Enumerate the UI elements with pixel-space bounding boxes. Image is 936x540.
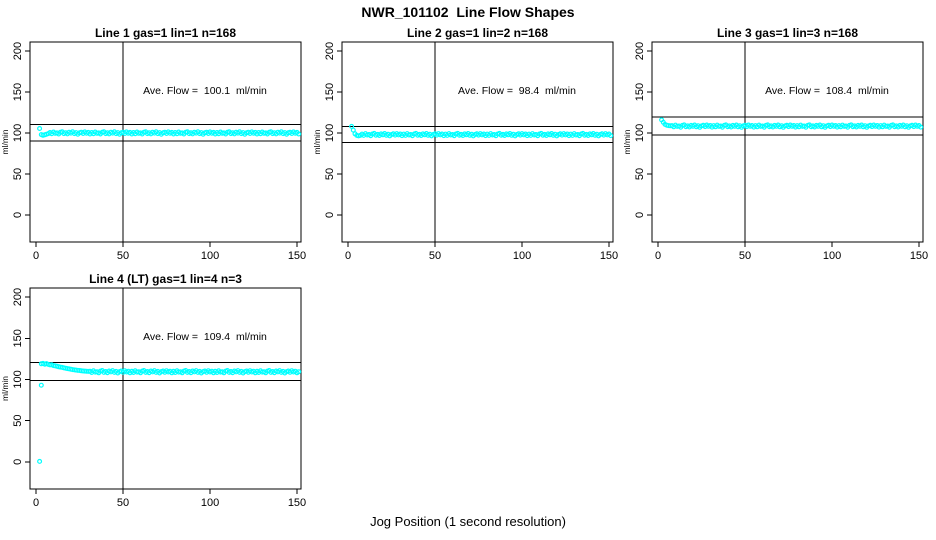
- panel-2-y-tick-label: 200: [324, 42, 336, 60]
- panel-1-x-tick-label: 50: [117, 250, 129, 262]
- panel-3-title: Line 3 gas=1 lin=3 n=168: [716, 26, 859, 40]
- data-point: [37, 125, 43, 131]
- panel-2-title: Line 2 gas=1 lin=2 n=168: [406, 26, 549, 40]
- figure-title: NWR_101102 Line Flow Shapes: [361, 4, 575, 20]
- panel-3-x-tick-label: 50: [739, 250, 751, 262]
- panel-2-x-tick-label: 50: [429, 250, 441, 262]
- panel-1-x-tick-label: 150: [288, 250, 306, 262]
- panel-3-box: [651, 41, 924, 243]
- panel-4-x-tick-label: 0: [33, 497, 39, 509]
- panel-2-y-axis-label: ml/min: [312, 129, 322, 154]
- panel-1: 0 50 100 150 0 50 100 150 200 ml/min: [0, 41, 306, 262]
- panel-1-points: [37, 125, 302, 138]
- panel-4-box: [29, 287, 302, 490]
- panel-4-y-tick-label: 200: [12, 288, 24, 306]
- panel-4-x-tick-label: 50: [117, 497, 129, 509]
- panel-4: 0 50 100 150 0 50 100 150 200 ml/min: [0, 287, 306, 509]
- outlier-point: [37, 458, 43, 464]
- panel-1-y-tick-label: 100: [12, 124, 24, 142]
- panel-4-y-tick-label: 150: [12, 329, 24, 347]
- panel-3-y-axis-label: ml/min: [622, 129, 632, 154]
- data-point: [296, 369, 302, 375]
- panel-3-y-tick-label: 50: [634, 168, 646, 180]
- panel-3-x-tick-label: 150: [910, 250, 928, 262]
- panel-2-x-tick-label: 0: [345, 250, 351, 262]
- panel-2: 0 50 100 150 0 50 100 150 200 ml/min: [312, 41, 618, 262]
- x-axis-label: Jog Position (1 second resolution): [370, 514, 566, 529]
- data-point: [296, 131, 302, 137]
- panel-1-title: Line 1 gas=1 lin=1 n=168: [94, 26, 237, 40]
- panel-4-y-tick-label: 50: [12, 415, 24, 427]
- panel-2-x-tick-label: 100: [513, 250, 531, 262]
- panel-3-y-tick-label: 0: [634, 212, 646, 218]
- panel-4-title: Line 4 (LT) gas=1 lin=4 n=3: [89, 272, 242, 286]
- panel-4-x-tick-label: 100: [201, 497, 219, 509]
- panel-1-box: [29, 41, 302, 243]
- panel-3-y-tick-label: 150: [634, 83, 646, 101]
- panel-3-y-tick-label: 200: [634, 42, 646, 60]
- data-point: [608, 133, 614, 139]
- panel-3-y-tick-label: 100: [634, 124, 646, 142]
- panel-3-points: [659, 117, 924, 130]
- panel-3: 0 50 100 150 0 50 100 150 200 ml/min: [622, 41, 928, 262]
- panel-3-ave-flow-annotation: Ave. Flow = 108.4 ml/min: [765, 85, 889, 97]
- panel-1-x-tick-label: 0: [33, 250, 39, 262]
- panel-2-x-tick-label: 150: [600, 250, 618, 262]
- panel-2-ave-flow-annotation: Ave. Flow = 98.4 ml/min: [458, 85, 576, 97]
- panel-2-y-tick-label: 0: [324, 212, 336, 218]
- panel-2-y-tick-label: 100: [324, 124, 336, 142]
- data-point: [918, 124, 924, 130]
- panel-4-points: [37, 360, 302, 464]
- panel-1-ave-flow-annotation: Ave. Flow = 100.1 ml/min: [143, 85, 267, 97]
- outlier-point: [38, 382, 44, 388]
- panel-3-x-tick-label: 100: [823, 250, 841, 262]
- panel-1-y-tick-label: 0: [12, 212, 24, 218]
- panel-4-y-tick-label: 100: [12, 370, 24, 388]
- panel-2-y-tick-label: 50: [324, 168, 336, 180]
- panel-1-y-axis-label: ml/min: [0, 129, 10, 154]
- panel-4-y-tick-label: 0: [12, 459, 24, 465]
- panel-2-y-tick-label: 150: [324, 83, 336, 101]
- panel-2-points: [349, 123, 614, 139]
- panel-1-y-tick-label: 200: [12, 42, 24, 60]
- panel-1-y-tick-label: 150: [12, 83, 24, 101]
- panel-4-y-axis-label: ml/min: [0, 376, 10, 401]
- panel-4-ave-flow-annotation: Ave. Flow = 109.4 ml/min: [143, 331, 267, 343]
- panel-1-y-tick-label: 50: [12, 168, 24, 180]
- panel-3-x-tick-label: 0: [655, 250, 661, 262]
- panel-4-x-tick-label: 150: [288, 497, 306, 509]
- panel-1-x-tick-label: 100: [201, 250, 219, 262]
